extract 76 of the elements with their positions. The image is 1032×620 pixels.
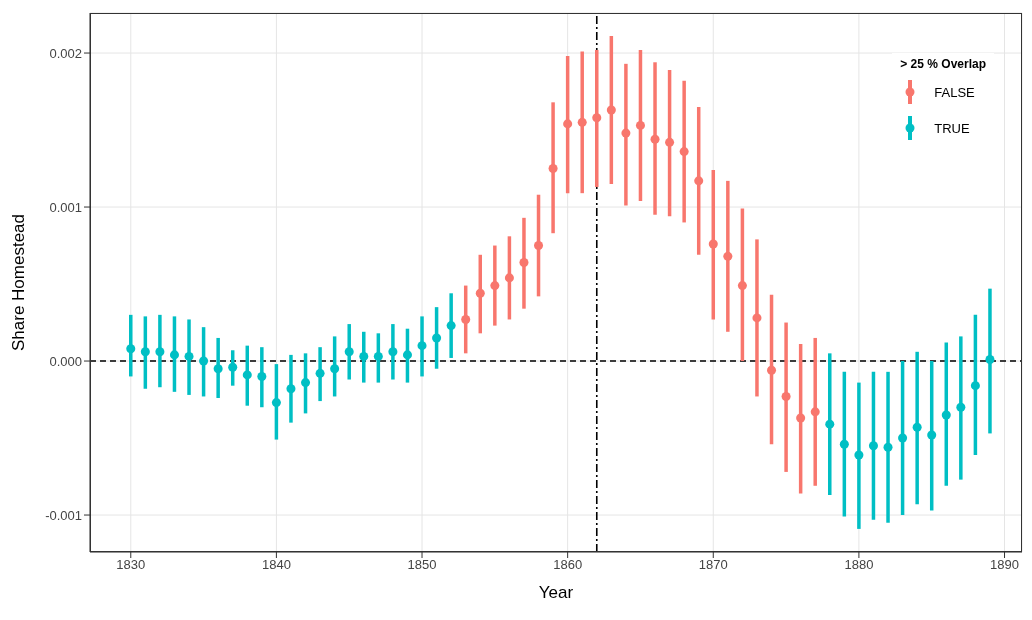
point: [504, 273, 514, 283]
point: [737, 281, 747, 291]
point: [373, 351, 383, 361]
y-tick-label: 0.000: [49, 353, 82, 369]
y-axis-title: Share Homestead: [9, 213, 29, 352]
point: [694, 176, 704, 186]
point: [475, 288, 485, 298]
point: [548, 164, 558, 174]
point: [985, 354, 995, 365]
point: [301, 378, 311, 388]
point: [650, 134, 660, 144]
point: [315, 368, 325, 378]
point: [446, 321, 456, 331]
point: [126, 344, 136, 354]
point: [534, 241, 544, 251]
x-tick-label: 1890: [990, 557, 1019, 573]
point: [330, 364, 340, 374]
x-tick-label: 1860: [553, 557, 583, 573]
point: [752, 313, 762, 323]
y-tick-label: -0.001: [45, 507, 82, 523]
point: [359, 351, 369, 361]
point: [868, 441, 878, 451]
point: [592, 113, 602, 123]
x-tick-label: 1830: [116, 557, 146, 573]
point: [912, 422, 922, 432]
point: [956, 402, 966, 412]
point: [490, 281, 500, 291]
point: [679, 147, 689, 157]
x-axis-title: Year: [538, 583, 574, 602]
point: [257, 371, 267, 381]
point: [883, 442, 893, 452]
point: [621, 128, 631, 138]
x-tick-label: 1880: [844, 557, 874, 573]
point: [635, 120, 645, 130]
point: [519, 257, 529, 267]
y-tick-label: 0.002: [49, 45, 82, 61]
point: [155, 347, 165, 357]
point: [854, 450, 864, 460]
x-tick-label: 1840: [261, 557, 291, 573]
point: [402, 350, 412, 360]
point: [461, 314, 471, 324]
point: [344, 347, 354, 357]
point: [723, 251, 733, 261]
point: [708, 239, 718, 249]
point: [781, 391, 791, 401]
point: [563, 119, 573, 129]
point: [432, 333, 442, 343]
point: [970, 381, 980, 391]
point: [577, 117, 587, 127]
point: [927, 430, 937, 440]
point: [941, 410, 951, 420]
point: [184, 351, 194, 361]
point: [242, 370, 252, 380]
point: [417, 341, 427, 351]
point: [213, 364, 223, 374]
point: [665, 137, 675, 147]
point: [286, 384, 296, 394]
legend-title: > 25 % Overlap: [900, 57, 986, 71]
legend-label: TRUE: [934, 120, 970, 136]
point: [767, 365, 777, 375]
point: [271, 398, 281, 408]
x-tick-label: 1850: [407, 557, 437, 573]
point: [199, 356, 209, 366]
point: [606, 105, 616, 115]
point: [169, 350, 179, 360]
legend-label: FALSE: [934, 84, 975, 100]
x-tick-label: 1870: [698, 557, 728, 573]
point: [839, 439, 849, 449]
point: [825, 419, 835, 429]
y-tick-label: 0.001: [49, 199, 82, 215]
point: [388, 347, 398, 357]
point: [140, 347, 150, 357]
point: [810, 407, 820, 417]
point: [228, 362, 238, 372]
point: [796, 413, 806, 423]
point: [898, 433, 908, 443]
